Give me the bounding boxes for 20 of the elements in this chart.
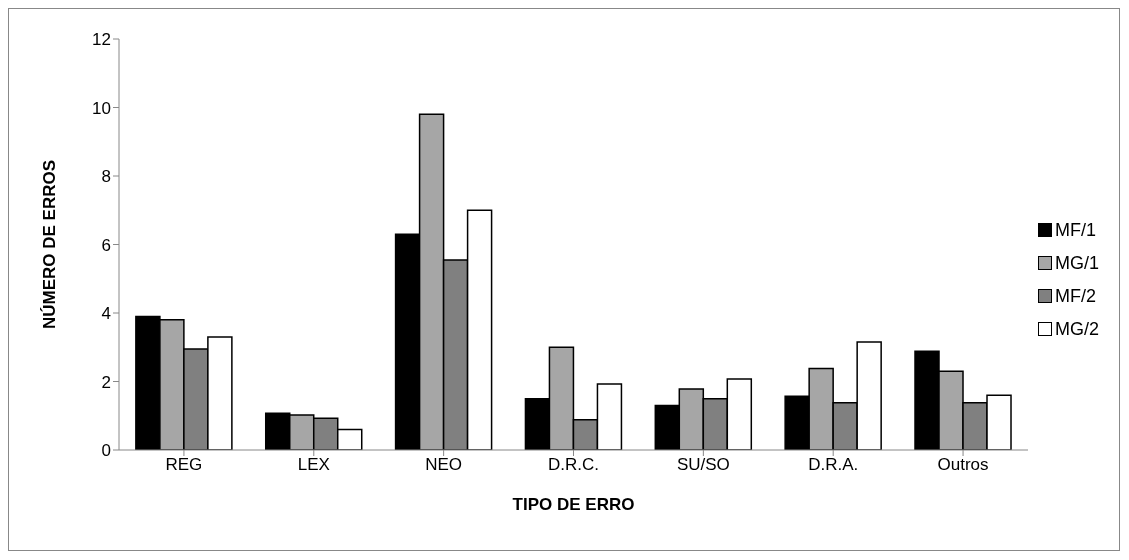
x-tick-label: REG xyxy=(165,455,203,475)
legend-label: MG/2 xyxy=(1054,318,1099,340)
y-axis-title: NÚMERO DE ERROS xyxy=(40,159,60,330)
x-tick-label: LEX xyxy=(297,455,330,475)
x-tick-label: D.R.A. xyxy=(808,455,859,475)
y-tick-label: 0 xyxy=(101,441,111,461)
y-tick-label: 10 xyxy=(92,98,111,118)
y-tick-label: 2 xyxy=(101,372,111,392)
legend-label: MG/1 xyxy=(1054,252,1099,274)
x-tick-label: Outros xyxy=(937,455,989,475)
x-tick-label: SU/SO xyxy=(676,455,730,475)
x-tick-label: D.R.C. xyxy=(547,455,599,475)
y-tick-label: 4 xyxy=(101,304,111,324)
legend-label: MF/1 xyxy=(1054,219,1096,241)
y-tick-label: 12 xyxy=(92,30,111,50)
legend-label: MF/2 xyxy=(1054,285,1096,307)
x-axis-title: TIPO DE ERRO xyxy=(512,495,635,514)
x-tick-label: NEO xyxy=(425,455,463,475)
y-tick-label: 6 xyxy=(101,235,111,255)
y-tick-label: 8 xyxy=(101,167,111,187)
